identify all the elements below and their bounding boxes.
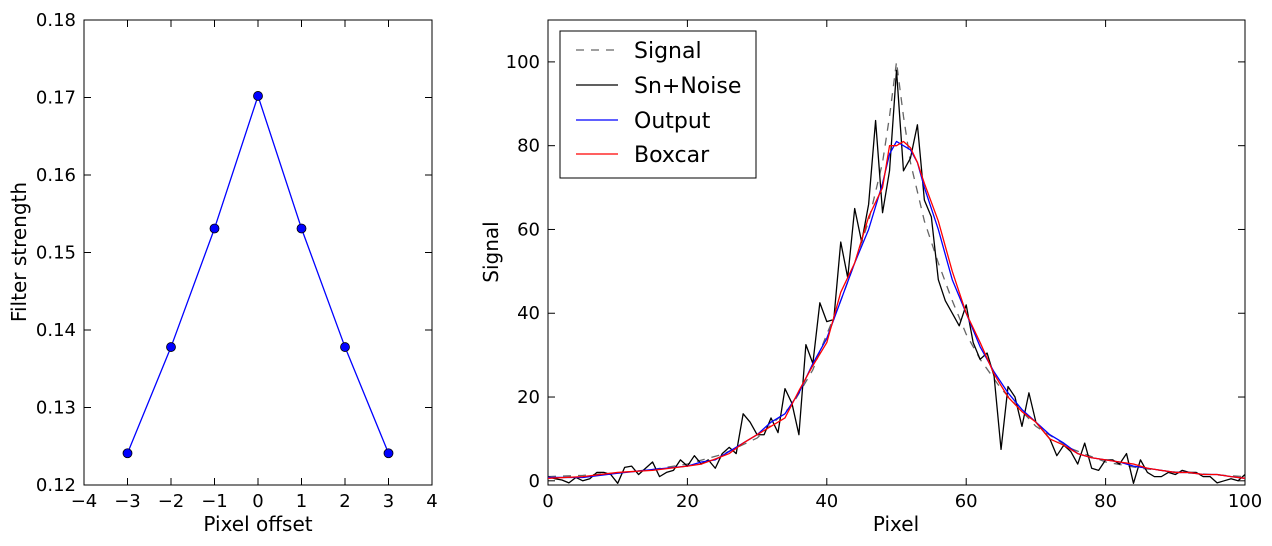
legend: Signal Sn+Noise Output Boxcar bbox=[559, 30, 757, 179]
filter-point bbox=[122, 448, 133, 459]
signal-chart: 0 20 40 60 80 100 0 20 40 60 80 100 Pixel Signal Si… bbox=[479, 19, 1262, 536]
filter-point bbox=[296, 223, 307, 234]
filter-xtick-label: 3 bbox=[383, 491, 394, 512]
filter-xtick-label: 2 bbox=[339, 491, 350, 512]
signal-xtick-label: 20 bbox=[676, 491, 699, 512]
filter-xtick-label: −3 bbox=[114, 491, 141, 512]
filter-point bbox=[340, 342, 350, 352]
legend-label-sn-noise: Sn+Noise bbox=[634, 74, 741, 99]
signal-xtick-label: 60 bbox=[955, 491, 978, 512]
signal-series bbox=[547, 61, 1246, 484]
signal-xtick-label: 100 bbox=[1228, 491, 1262, 512]
signal-ytick-label: 100 bbox=[506, 52, 540, 73]
signal-xtick-label: 80 bbox=[1094, 491, 1117, 512]
filter-ytick-label: 0.15 bbox=[36, 243, 76, 264]
filter-ytick-label: 0.13 bbox=[36, 398, 76, 419]
filter-xtick-label: −1 bbox=[201, 491, 228, 512]
signal-ytick-label: 0 bbox=[529, 471, 540, 492]
signal-ytick-label: 20 bbox=[517, 387, 540, 408]
filter-ytick-label: 0.16 bbox=[36, 165, 76, 186]
filter-xtick-label: −4 bbox=[71, 491, 98, 512]
legend-label-boxcar: Boxcar bbox=[634, 143, 710, 168]
filter-xtick-label: 1 bbox=[296, 491, 307, 512]
filter-chart: −4 −3 −2 −1 0 1 2 3 4 0.12 0.13 0.14 0.15 0.16 0.17 0.1… bbox=[7, 10, 438, 536]
signal-xtick-label: 0 bbox=[542, 491, 553, 512]
filter-ytick-label: 0.17 bbox=[36, 88, 76, 109]
signal-y-axis-label: Signal bbox=[479, 221, 503, 282]
filter-series bbox=[122, 91, 394, 459]
filter-x-axis-label: Pixel offset bbox=[203, 512, 312, 536]
filter-xtick-label: 4 bbox=[426, 491, 437, 512]
filter-point bbox=[383, 448, 394, 459]
filter-ytick-label: 0.14 bbox=[36, 320, 76, 341]
filter-plot-area bbox=[83, 19, 433, 486]
legend-label-signal: Signal bbox=[634, 39, 702, 64]
signal-ticks: 0 20 40 60 80 100 0 20 40 60 80 100 bbox=[506, 20, 1262, 512]
signal-x-axis-label: Pixel bbox=[873, 512, 919, 536]
signal-ytick-label: 80 bbox=[517, 136, 540, 157]
filter-ytick-label: 0.12 bbox=[36, 475, 76, 496]
filter-xtick-label: −2 bbox=[158, 491, 185, 512]
filter-ticks: −4 −3 −2 −1 0 1 2 3 4 0.12 0.13 0.14 0.15 0.16 0.17 0.1… bbox=[36, 10, 438, 512]
signal-xtick-label: 40 bbox=[815, 491, 838, 512]
filter-point bbox=[209, 223, 220, 234]
filter-xtick-label: 0 bbox=[252, 491, 263, 512]
filter-point bbox=[166, 342, 176, 352]
signal-line-boxcar bbox=[547, 140, 1246, 479]
signal-ytick-label: 40 bbox=[517, 303, 540, 324]
filter-y-axis-label: Filter strength bbox=[7, 182, 31, 322]
legend-label-output: Output bbox=[634, 109, 711, 134]
filter-point bbox=[253, 91, 263, 101]
filter-ytick-label: 0.18 bbox=[36, 10, 76, 31]
signal-ytick-label: 60 bbox=[517, 219, 540, 240]
